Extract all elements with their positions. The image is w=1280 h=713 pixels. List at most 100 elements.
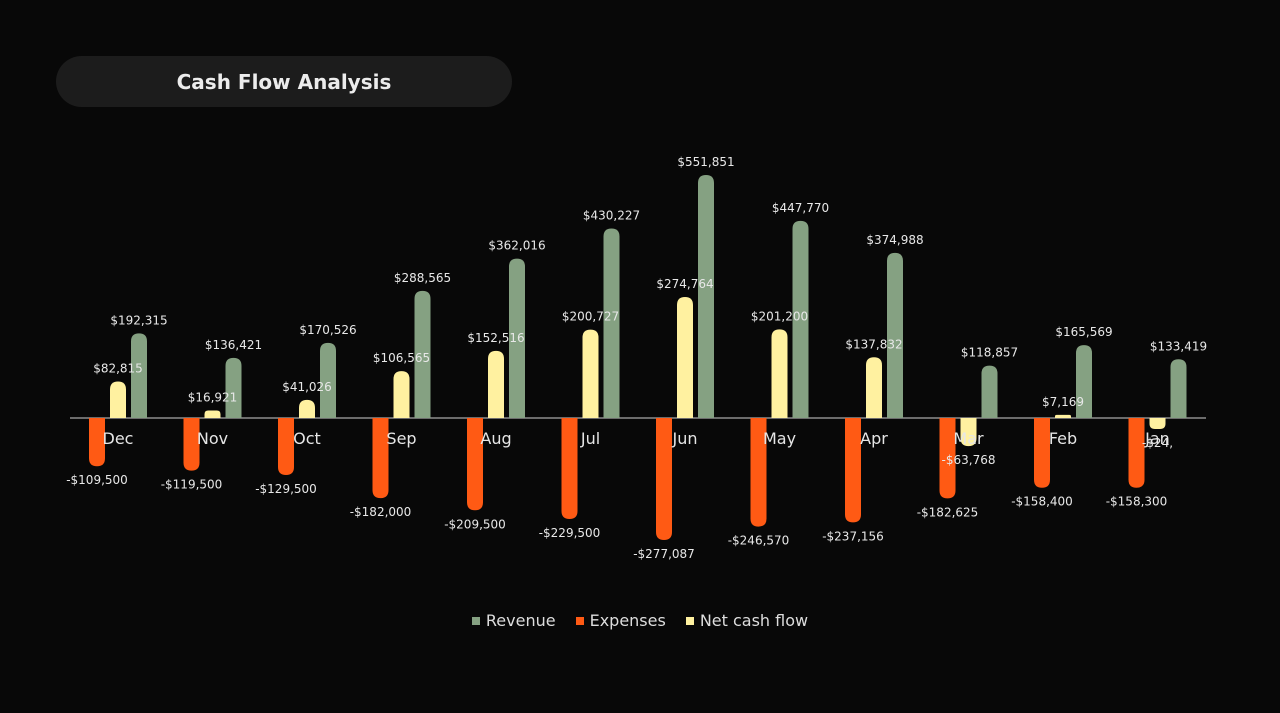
- category-label-jan: Jan: [1144, 429, 1170, 448]
- value-label-revenue-may: $447,770: [772, 201, 829, 215]
- bar-expenses-nov[interactable]: [183, 418, 200, 471]
- chart-title: Cash Flow Analysis: [176, 69, 392, 94]
- bar-net-cash-flow-mar[interactable]: [960, 418, 977, 447]
- value-label-expenses-oct: -$129,500: [255, 482, 317, 496]
- category-label-sep: Sep: [386, 429, 416, 448]
- value-label-revenue-mar: $118,857: [961, 346, 1018, 360]
- legend-swatch-revenue: [471, 616, 480, 625]
- bar-net-cash-flow-nov[interactable]: [204, 410, 221, 418]
- value-labels: $192,315 -$109,500 $82,815 $136,421 -$119,50…: [66, 155, 1207, 561]
- bar-net-cash-flow-dec[interactable]: [110, 381, 126, 418]
- bar-revenue-nov[interactable]: [225, 357, 242, 418]
- value-label-net-cash-flow-dec: $82,815: [93, 362, 143, 376]
- value-label-expenses-aug: -$209,500: [444, 517, 506, 531]
- value-label-revenue-jan: $133,419: [1150, 339, 1207, 353]
- value-label-expenses-may: -$246,570: [728, 534, 790, 548]
- value-label-expenses-mar: -$182,625: [917, 505, 979, 519]
- legend-swatch-net-cash-flow: [685, 616, 694, 625]
- bar-expenses-jul[interactable]: [561, 418, 578, 520]
- value-label-revenue-jun: $551,851: [677, 155, 734, 169]
- bar-net-cash-flow-may[interactable]: [771, 329, 788, 418]
- bar-expenses-mar[interactable]: [939, 418, 956, 499]
- bar-net-cash-flow-jan[interactable]: [1149, 418, 1166, 429]
- category-label-feb: Feb: [1049, 429, 1077, 448]
- value-label-revenue-apr: $374,988: [866, 233, 923, 247]
- value-label-net-cash-flow-may: $201,200: [751, 309, 808, 323]
- legend-swatch-expenses: [575, 616, 584, 625]
- value-label-net-cash-flow-jan: -$24,: [1142, 436, 1173, 450]
- value-label-net-cash-flow-aug: $152,516: [467, 331, 524, 345]
- value-label-net-cash-flow-feb: $7,169: [1042, 395, 1084, 409]
- bar-revenue-oct[interactable]: [320, 342, 336, 418]
- value-label-revenue-aug: $362,016: [488, 239, 545, 253]
- bar-expenses-apr[interactable]: [845, 418, 861, 523]
- value-label-expenses-feb: -$158,400: [1011, 495, 1073, 509]
- bar-net-cash-flow-jun[interactable]: [677, 297, 693, 418]
- bar-expenses-oct[interactable]: [278, 418, 294, 476]
- bar-net-cash-flow-oct[interactable]: [299, 399, 315, 418]
- value-label-expenses-sep: -$182,000: [350, 505, 412, 519]
- category-label-apr: Apr: [860, 429, 888, 448]
- value-label-expenses-nov: -$119,500: [161, 478, 223, 492]
- bar-expenses-dec[interactable]: [89, 418, 105, 467]
- legend-label-net-cash-flow: Net cash flow: [699, 611, 809, 630]
- category-label-oct: Oct: [293, 429, 321, 448]
- value-label-net-cash-flow-mar: -$63,768: [942, 453, 996, 467]
- bar-expenses-jun[interactable]: [656, 418, 672, 541]
- bar-revenue-aug[interactable]: [509, 258, 525, 418]
- category-labels: Dec Nov Oct Sep Aug Jul Jun May Apr Mar Feb Jan: [103, 429, 1170, 448]
- category-label-jul: Jul: [580, 429, 600, 448]
- legend-item-net-cash-flow[interactable]: Net cash flow: [685, 611, 809, 630]
- legend-label-revenue: Revenue: [485, 611, 556, 630]
- value-label-net-cash-flow-nov: $16,921: [188, 391, 238, 405]
- bar-expenses-jan[interactable]: [1128, 418, 1145, 488]
- legend-item-expenses[interactable]: Expenses: [575, 611, 666, 630]
- category-label-mar: Mar: [953, 429, 984, 448]
- bars: [89, 175, 1187, 541]
- value-label-revenue-jul: $430,227: [583, 209, 640, 223]
- chart-title-pill: Cash Flow Analysis: [56, 56, 512, 107]
- category-label-jun: Jun: [672, 429, 698, 448]
- category-label-nov: Nov: [197, 429, 228, 448]
- legend: Revenue Expenses Net cash flow: [0, 611, 1280, 630]
- bar-expenses-sep[interactable]: [372, 418, 389, 499]
- legend-label-expenses: Expenses: [589, 611, 666, 630]
- bar-revenue-apr[interactable]: [887, 252, 903, 418]
- bar-revenue-jul[interactable]: [603, 228, 620, 418]
- bar-revenue-jan[interactable]: [1170, 359, 1187, 418]
- bar-revenue-dec[interactable]: [131, 333, 147, 418]
- category-label-dec: Dec: [103, 429, 134, 448]
- category-label-may: May: [763, 429, 796, 448]
- bar-expenses-aug[interactable]: [467, 418, 483, 511]
- value-label-revenue-dec: $192,315: [110, 313, 167, 327]
- bar-revenue-may[interactable]: [792, 220, 809, 418]
- bar-revenue-feb[interactable]: [1076, 345, 1092, 418]
- bar-expenses-may[interactable]: [750, 418, 767, 527]
- bar-net-cash-flow-apr[interactable]: [866, 357, 882, 418]
- value-label-net-cash-flow-jun: $274,764: [656, 277, 713, 291]
- legend-item-revenue[interactable]: Revenue: [471, 611, 556, 630]
- value-label-revenue-sep: $288,565: [394, 271, 451, 285]
- value-label-net-cash-flow-apr: $137,832: [845, 337, 902, 351]
- bar-revenue-mar[interactable]: [981, 365, 998, 418]
- bar-net-cash-flow-sep[interactable]: [393, 371, 410, 418]
- bar-net-cash-flow-jul[interactable]: [582, 329, 599, 418]
- value-label-expenses-jan: -$158,300: [1106, 495, 1168, 509]
- value-label-expenses-jun: -$277,087: [633, 547, 695, 561]
- value-label-revenue-oct: $170,526: [299, 323, 356, 337]
- bar-net-cash-flow-feb[interactable]: [1055, 414, 1071, 418]
- value-label-expenses-apr: -$237,156: [822, 529, 884, 543]
- value-label-net-cash-flow-jul: $200,727: [562, 310, 619, 324]
- value-label-revenue-feb: $165,569: [1055, 325, 1112, 339]
- bar-net-cash-flow-aug[interactable]: [488, 350, 504, 418]
- value-label-net-cash-flow-oct: $41,026: [282, 380, 332, 394]
- value-label-revenue-nov: $136,421: [205, 338, 262, 352]
- value-label-expenses-jul: -$229,500: [539, 526, 601, 540]
- bar-revenue-sep[interactable]: [414, 290, 431, 418]
- bar-revenue-jun[interactable]: [698, 175, 714, 418]
- value-label-net-cash-flow-sep: $106,565: [373, 351, 430, 365]
- bar-expenses-feb[interactable]: [1034, 418, 1050, 488]
- value-label-expenses-dec: -$109,500: [66, 473, 128, 487]
- category-label-aug: Aug: [480, 429, 511, 448]
